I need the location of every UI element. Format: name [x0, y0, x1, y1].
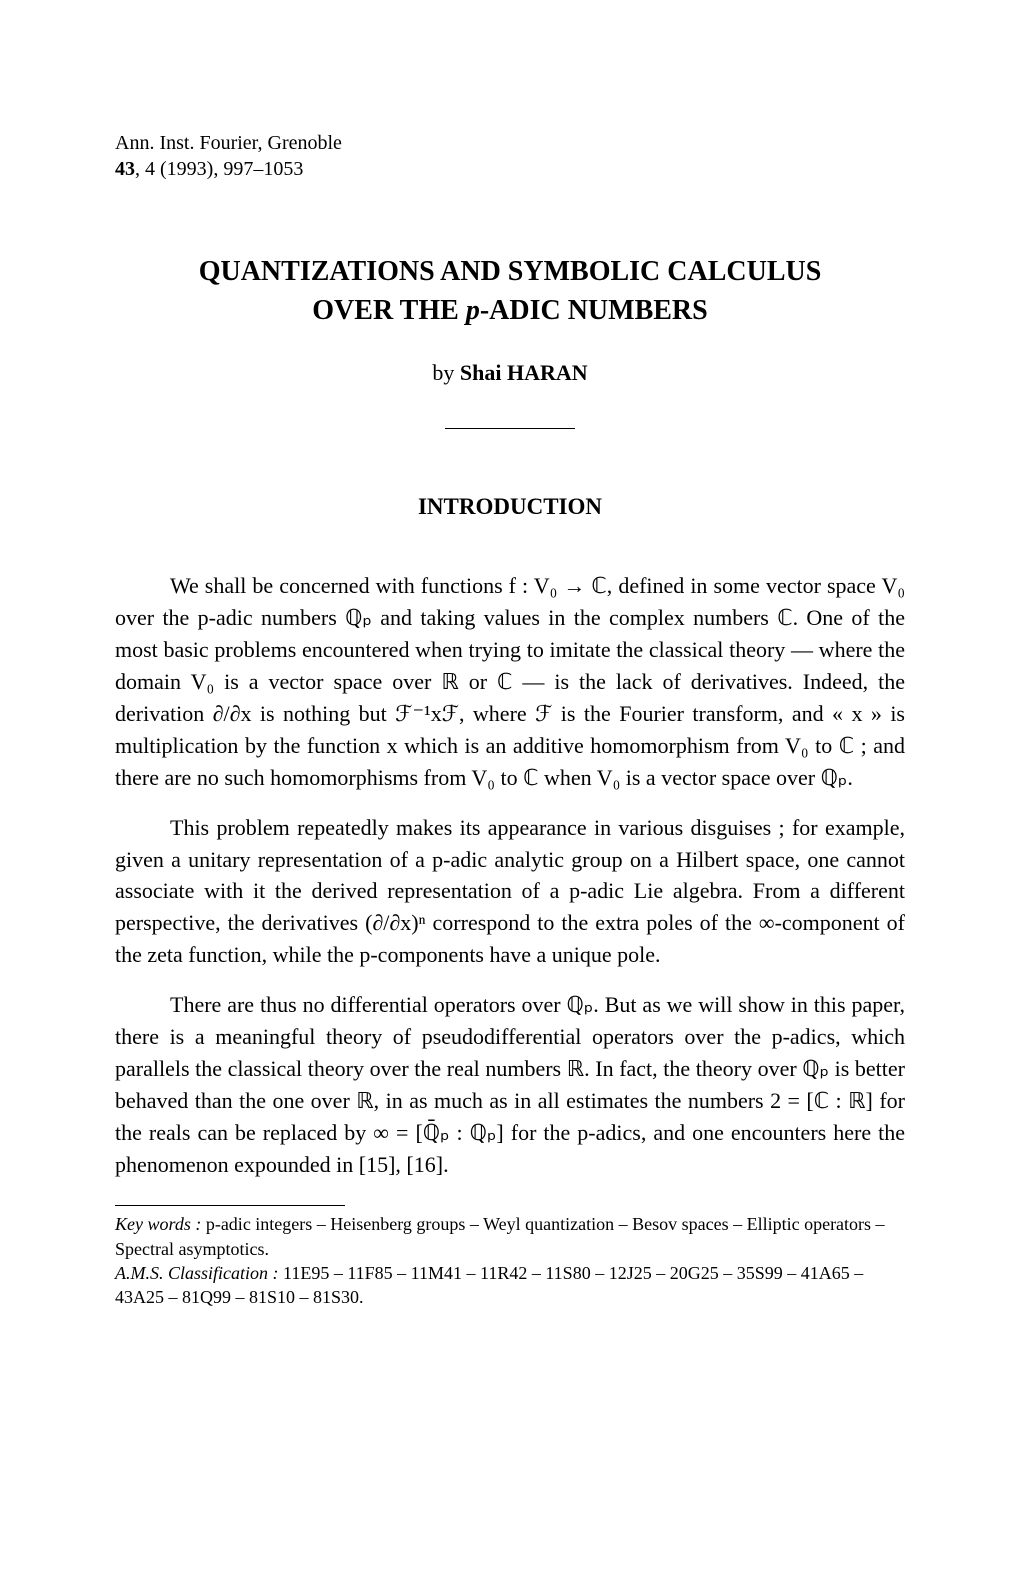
section-heading-introduction: INTRODUCTION — [115, 494, 905, 520]
footnotes: Key words : p-adic integers – Heisenberg… — [115, 1212, 905, 1309]
author-name: Shai HARAN — [460, 360, 588, 385]
page-container: Ann. Inst. Fourier, Grenoble 43, 4 (1993… — [0, 0, 1020, 1410]
paragraph-3: There are thus no differential operators… — [115, 989, 905, 1180]
ams-line: A.M.S. Classification : 11E95 – 11F85 – … — [115, 1261, 905, 1310]
journal-info: Ann. Inst. Fourier, Grenoble 43, 4 (1993… — [115, 130, 905, 182]
keywords-text: p-adic integers – Heisenberg groups – We… — [115, 1214, 885, 1258]
journal-issue: , 4 (1993), 997–1053 — [135, 158, 303, 180]
footnote-rule — [115, 1205, 345, 1206]
title-line-2: OVER THE p-ADIC NUMBERS — [115, 291, 905, 330]
author-line: by Shai HARAN — [115, 360, 905, 386]
keywords-line: Key words : p-adic integers – Heisenberg… — [115, 1212, 905, 1261]
paper-title: QUANTIZATIONS AND SYMBOLIC CALCULUS OVER… — [115, 252, 905, 330]
ams-label: A.M.S. Classification : — [115, 1263, 283, 1283]
title-separator — [115, 416, 905, 434]
journal-volume: 43 — [115, 158, 135, 180]
keywords-label: Key words : — [115, 1214, 206, 1234]
paragraph-2: This problem repeatedly makes its appear… — [115, 812, 905, 971]
journal-name: Ann. Inst. Fourier, Grenoble — [115, 130, 905, 156]
separator-line — [445, 428, 575, 429]
journal-volume-line: 43, 4 (1993), 997–1053 — [115, 156, 905, 182]
body-text: We shall be concerned with functions f :… — [115, 570, 905, 1180]
author-prefix: by — [432, 360, 460, 385]
paragraph-1: We shall be concerned with functions f :… — [115, 570, 905, 793]
title-line-1: QUANTIZATIONS AND SYMBOLIC CALCULUS — [115, 252, 905, 291]
